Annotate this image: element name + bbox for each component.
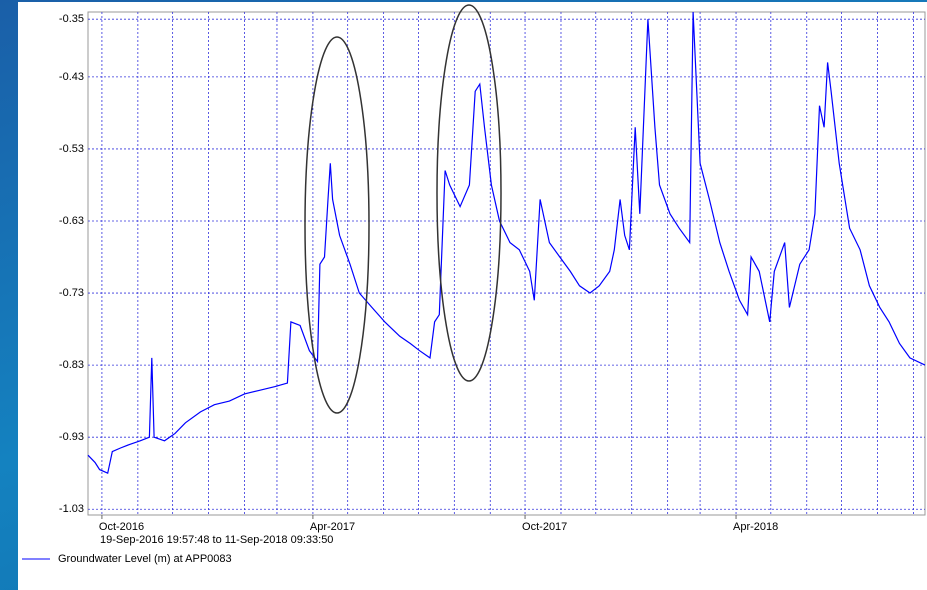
x-tick-label: Oct-2017 xyxy=(522,521,567,533)
plot-frame xyxy=(87,11,926,516)
y-tick-label: -0.63 xyxy=(59,215,84,227)
x-tick-label: Apr-2017 xyxy=(310,521,355,533)
y-tick-label: -1.03 xyxy=(59,503,84,515)
annotation-ellipse xyxy=(436,4,502,382)
y-tick-label: -0.73 xyxy=(59,287,84,299)
y-tick-label: -0.35 xyxy=(59,13,84,25)
legend-label: Groundwater Level (m) at APP0083 xyxy=(58,553,232,565)
y-tick-label: -0.43 xyxy=(59,71,84,83)
y-tick-label: -0.83 xyxy=(59,359,84,371)
y-tick-label: -0.93 xyxy=(59,431,84,443)
grid xyxy=(88,12,925,515)
x-tick-label: Oct-2016 xyxy=(99,521,144,533)
y-tick-label: -0.53 xyxy=(59,143,84,155)
subtitle: 19-Sep-2016 19:57:48 to 11-Sep-2018 09:3… xyxy=(100,534,333,546)
plot xyxy=(87,11,926,475)
data-line xyxy=(87,11,926,475)
panel xyxy=(18,2,927,590)
annotation-ellipse xyxy=(304,36,370,414)
x-tick-label: Apr-2018 xyxy=(733,521,778,533)
